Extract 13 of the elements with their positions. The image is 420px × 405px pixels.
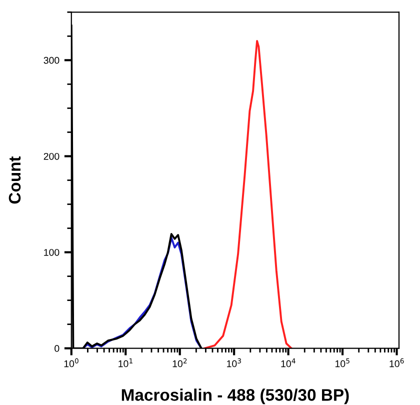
y-tick-label: 0 (54, 345, 60, 352)
x-tick-label: 10$^{3}$ (227, 358, 241, 368)
x-tick-label: 10$^{0}$ (64, 358, 78, 368)
x-tick-label: 10$^{5}$ (335, 358, 350, 368)
y-axis-title: Count (8, 156, 21, 204)
x-tick-label: 10$^{4}$ (281, 358, 296, 368)
y-tick-label: 200 (44, 152, 60, 160)
x-tick-label: 10$^{2}$ (172, 358, 187, 368)
x-tick-label: 10$^{1}$ (118, 358, 132, 368)
y-tick-label: 100 (44, 248, 60, 256)
x-axis-title: Macrosialin - 488 (530/30 BP) (122, 388, 349, 404)
x-tick-label: 10$^{6}$ (390, 358, 404, 368)
y-tick-label: 300 (44, 56, 60, 64)
